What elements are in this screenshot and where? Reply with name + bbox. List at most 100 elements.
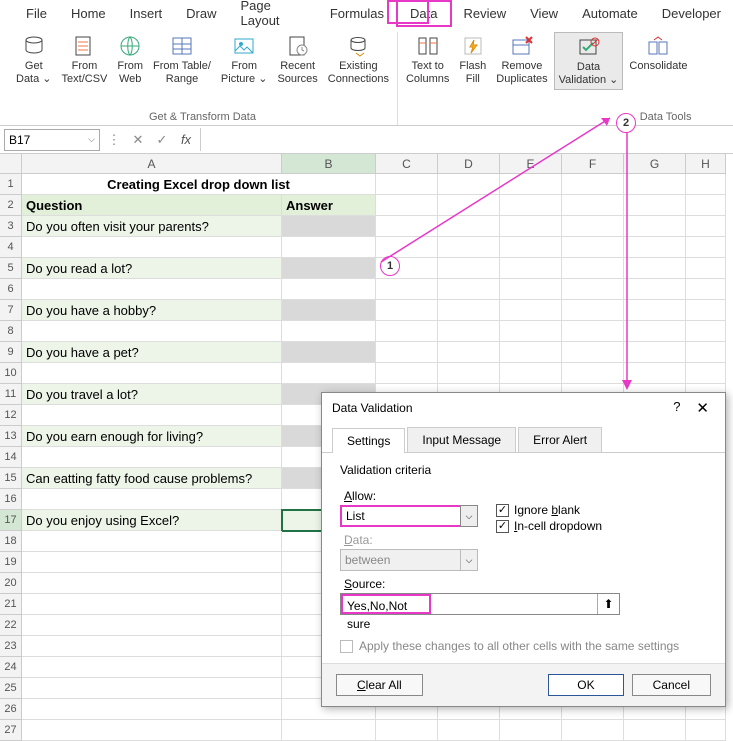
cell[interactable] <box>500 237 562 258</box>
col-header-C[interactable]: C <box>376 154 438 174</box>
cell[interactable] <box>438 321 500 342</box>
ok-button[interactable]: OK <box>548 674 623 696</box>
row-header[interactable]: 16 <box>0 489 22 510</box>
cell[interactable] <box>686 174 726 195</box>
row-header[interactable]: 18 <box>0 531 22 552</box>
cell[interactable] <box>500 720 562 741</box>
cell[interactable] <box>22 279 282 300</box>
cell[interactable] <box>438 720 500 741</box>
ribbon-btn-web[interactable]: FromWeb <box>113 32 147 88</box>
cell[interactable] <box>624 321 686 342</box>
cell[interactable] <box>624 300 686 321</box>
cell[interactable] <box>562 258 624 279</box>
cell[interactable] <box>438 279 500 300</box>
cell[interactable] <box>282 300 376 321</box>
row-header[interactable]: 4 <box>0 237 22 258</box>
cell[interactable] <box>22 489 282 510</box>
cell[interactable] <box>376 363 438 384</box>
cell[interactable] <box>562 279 624 300</box>
row-header[interactable]: 17 <box>0 510 22 531</box>
menu-item-draw[interactable]: Draw <box>174 2 228 25</box>
row-header[interactable]: 25 <box>0 678 22 699</box>
ribbon-btn-csv[interactable]: FromText/CSV <box>58 32 112 88</box>
ribbon-btn-ttc[interactable]: Text toColumns <box>402 32 453 90</box>
ignore-blank-checkbox[interactable]: ✓ Ignore blank <box>496 503 602 517</box>
cell[interactable] <box>376 720 438 741</box>
cell[interactable] <box>686 216 726 237</box>
cell[interactable] <box>22 405 282 426</box>
cell[interactable] <box>562 363 624 384</box>
cell[interactable] <box>624 216 686 237</box>
cell[interactable] <box>22 657 282 678</box>
col-header-D[interactable]: D <box>438 154 500 174</box>
cell[interactable] <box>624 363 686 384</box>
cell[interactable] <box>562 216 624 237</box>
cell[interactable] <box>562 321 624 342</box>
row-header[interactable]: 12 <box>0 405 22 426</box>
col-header-B[interactable]: B <box>282 154 376 174</box>
row-header[interactable]: 21 <box>0 594 22 615</box>
row-header[interactable]: 9 <box>0 342 22 363</box>
cell[interactable] <box>282 342 376 363</box>
cell[interactable] <box>686 321 726 342</box>
incell-dropdown-checkbox[interactable]: ✓ In-cell dropdown <box>496 519 602 533</box>
col-header-G[interactable]: G <box>624 154 686 174</box>
cell[interactable] <box>22 237 282 258</box>
row-header[interactable]: 5 <box>0 258 22 279</box>
cell[interactable] <box>500 342 562 363</box>
cancel-button[interactable]: Cancel <box>632 674 711 696</box>
cell[interactable]: Do you travel a lot? <box>22 384 282 405</box>
cell[interactable] <box>686 258 726 279</box>
cell[interactable] <box>624 195 686 216</box>
fx-icon[interactable]: fx <box>176 130 196 150</box>
cell[interactable]: Question <box>22 195 282 216</box>
range-picker-icon[interactable]: ⬆ <box>597 594 619 614</box>
row-header[interactable]: 20 <box>0 573 22 594</box>
select-all-corner[interactable] <box>0 154 22 174</box>
row-header[interactable]: 19 <box>0 552 22 573</box>
cell[interactable] <box>624 720 686 741</box>
row-header[interactable]: 23 <box>0 636 22 657</box>
menu-item-developer[interactable]: Developer <box>650 2 733 25</box>
cell[interactable] <box>22 321 282 342</box>
cell[interactable] <box>282 363 376 384</box>
cell[interactable] <box>22 552 282 573</box>
cell[interactable] <box>282 720 376 741</box>
cell[interactable] <box>500 300 562 321</box>
cell[interactable] <box>562 174 624 195</box>
cell[interactable]: Do you often visit your parents? <box>22 216 282 237</box>
cell[interactable] <box>282 237 376 258</box>
cell[interactable] <box>562 342 624 363</box>
cell[interactable] <box>624 258 686 279</box>
menu-item-file[interactable]: File <box>14 2 59 25</box>
cell[interactable] <box>562 720 624 741</box>
cell[interactable] <box>376 195 438 216</box>
row-header[interactable]: 1 <box>0 174 22 195</box>
cell[interactable] <box>500 258 562 279</box>
row-header[interactable]: 15 <box>0 468 22 489</box>
cell[interactable] <box>22 573 282 594</box>
cell[interactable] <box>624 237 686 258</box>
dialog-help-icon[interactable]: ? <box>667 399 686 417</box>
cell[interactable] <box>22 720 282 741</box>
row-header[interactable]: 26 <box>0 699 22 720</box>
cell[interactable] <box>500 279 562 300</box>
cell[interactable]: Do you have a pet? <box>22 342 282 363</box>
clear-all-button[interactable]: Clear All <box>336 674 423 696</box>
ribbon-btn-recent[interactable]: RecentSources <box>273 32 321 88</box>
cell[interactable] <box>438 237 500 258</box>
cell[interactable] <box>376 321 438 342</box>
cell[interactable] <box>500 216 562 237</box>
ribbon-btn-flash[interactable]: FlashFill <box>455 32 490 90</box>
cell[interactable]: Can eatting fatty food cause problems? <box>22 468 282 489</box>
cell[interactable] <box>22 363 282 384</box>
ribbon-btn-db[interactable]: GetData ⌄ <box>12 32 56 88</box>
cell[interactable]: Do you enjoy using Excel? <box>22 510 282 531</box>
row-header[interactable]: 10 <box>0 363 22 384</box>
cell[interactable] <box>686 279 726 300</box>
cell[interactable]: Do you read a lot? <box>22 258 282 279</box>
cell[interactable]: Do you earn enough for living? <box>22 426 282 447</box>
row-header[interactable]: 3 <box>0 216 22 237</box>
chevron-down-icon[interactable]: ⌵ <box>460 505 478 527</box>
cancel-formula-icon[interactable]: ✕ <box>128 130 148 150</box>
